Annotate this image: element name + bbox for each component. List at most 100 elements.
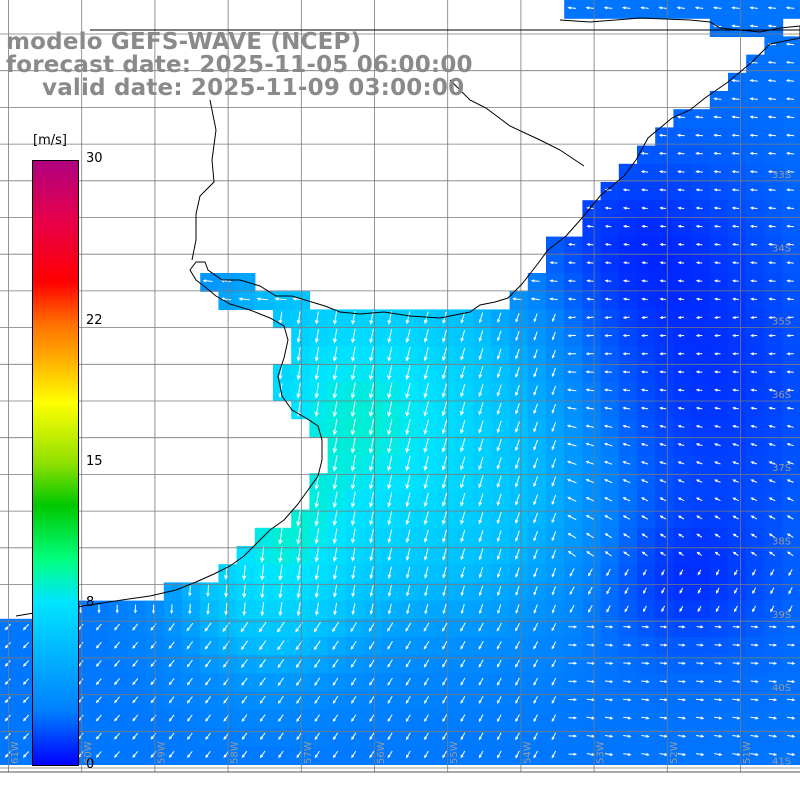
wind-speed-cell [455, 673, 474, 693]
wind-arrow [604, 680, 614, 684]
wind-arrow [768, 261, 776, 265]
wind-speed-cell [273, 600, 292, 620]
wind-speed-cell [91, 618, 110, 638]
wind-arrow [478, 511, 484, 525]
wind-arrow [659, 279, 666, 283]
wind-speed-cell [436, 436, 456, 456]
wind-arrow [767, 79, 777, 83]
wind-arrow [387, 510, 393, 526]
wind-speed-cell [509, 364, 529, 383]
wind-arrow [677, 170, 685, 174]
wind-speed-cell [709, 127, 729, 147]
wind-arrow [752, 605, 757, 613]
wind-arrow [424, 585, 429, 597]
wind-speed-cell [327, 546, 347, 565]
wind-arrow [768, 461, 776, 465]
wind-arrow [95, 696, 102, 704]
wind-speed-cell [327, 728, 347, 747]
wind-speed-cell [400, 564, 420, 583]
wind-arrow [278, 311, 283, 325]
wind-speed-cell [764, 455, 784, 474]
wind-arrow [533, 732, 538, 741]
wind-arrow [786, 698, 796, 702]
border-line [191, 99, 217, 261]
wind-arrow [496, 548, 502, 561]
wind-speed-cell [491, 546, 511, 565]
wind-arrow [785, 97, 795, 101]
wind-speed-cell [509, 546, 529, 565]
wind-arrow [369, 603, 374, 615]
coastline [15, 17, 800, 617]
wind-arrow [750, 424, 758, 428]
wind-speed-cell [564, 618, 583, 638]
wind-arrow [405, 400, 411, 417]
wind-speed-cell [455, 364, 474, 383]
wind-speed-cell [709, 418, 729, 438]
wind-arrow [515, 403, 520, 415]
wind-speed-cell [455, 527, 474, 547]
wind-speed-cell [655, 600, 674, 620]
wind-speed-cell [691, 455, 711, 474]
wind-speed-cell [582, 345, 602, 365]
wind-arrow [786, 297, 794, 301]
wind-arrow [332, 364, 338, 381]
wind-arrow [533, 439, 539, 451]
wind-speed-cell [182, 618, 201, 638]
wind-arrow [168, 677, 175, 686]
wind-arrow [788, 587, 793, 595]
wind-arrow [296, 564, 301, 581]
wind-speed-cell [455, 637, 474, 656]
wind-arrow [387, 328, 393, 344]
wind-arrow [387, 346, 393, 362]
wind-speed-cell [182, 691, 201, 711]
wind-speed-cell [782, 709, 800, 729]
wind-speed-cell [364, 637, 383, 656]
wind-speed-cell [509, 309, 529, 329]
wind-arrow [713, 151, 722, 156]
wind-speed-cell [418, 655, 438, 674]
wind-arrow [713, 243, 721, 247]
wind-speed-cell [400, 728, 420, 747]
wind-speed-cell [728, 345, 747, 365]
wind-arrow [551, 714, 557, 723]
wind-speed-cell [327, 418, 347, 438]
longitude-label: 55W [449, 741, 460, 764]
wind-speed-cell [400, 309, 420, 329]
wind-arrow [678, 643, 686, 647]
wind-speed-cell [655, 400, 674, 420]
wind-speed-cell [273, 582, 292, 602]
wind-arrow [604, 334, 612, 338]
wind-arrow [713, 297, 721, 301]
wind-speed-cell [309, 400, 329, 420]
wind-speed-cell [309, 473, 329, 492]
wind-arrow [697, 569, 702, 576]
wind-arrow [369, 346, 374, 363]
wind-speed-cell [527, 418, 547, 438]
wind-speed-cell [273, 364, 292, 383]
wind-speed-cell [546, 728, 565, 747]
wind-speed-cell [345, 728, 365, 747]
wind-arrow [679, 587, 684, 594]
wind-arrow [515, 549, 520, 560]
wind-speed-cell [163, 600, 183, 620]
wind-speed-cell [782, 236, 800, 256]
wind-speed-cell [728, 364, 747, 383]
wind-arrow [333, 584, 338, 598]
wind-speed-cell [473, 400, 492, 420]
wind-arrow [767, 151, 776, 156]
wind-arrow [205, 677, 212, 686]
wind-arrow [768, 515, 776, 520]
wind-arrow [679, 605, 684, 613]
wind-arrow [332, 528, 338, 545]
lat-lon-grid [0, 0, 800, 773]
wind-arrow [350, 510, 356, 526]
wind-arrow [604, 297, 612, 301]
wind-arrow [296, 732, 302, 741]
wind-arrow [603, 406, 613, 410]
wind-arrow [549, 297, 558, 301]
wind-vectors [4, 6, 796, 759]
wind-speed-cell [473, 345, 492, 365]
wind-arrow [515, 641, 520, 650]
wind-arrow [442, 696, 448, 704]
wind-arrow [786, 533, 794, 538]
